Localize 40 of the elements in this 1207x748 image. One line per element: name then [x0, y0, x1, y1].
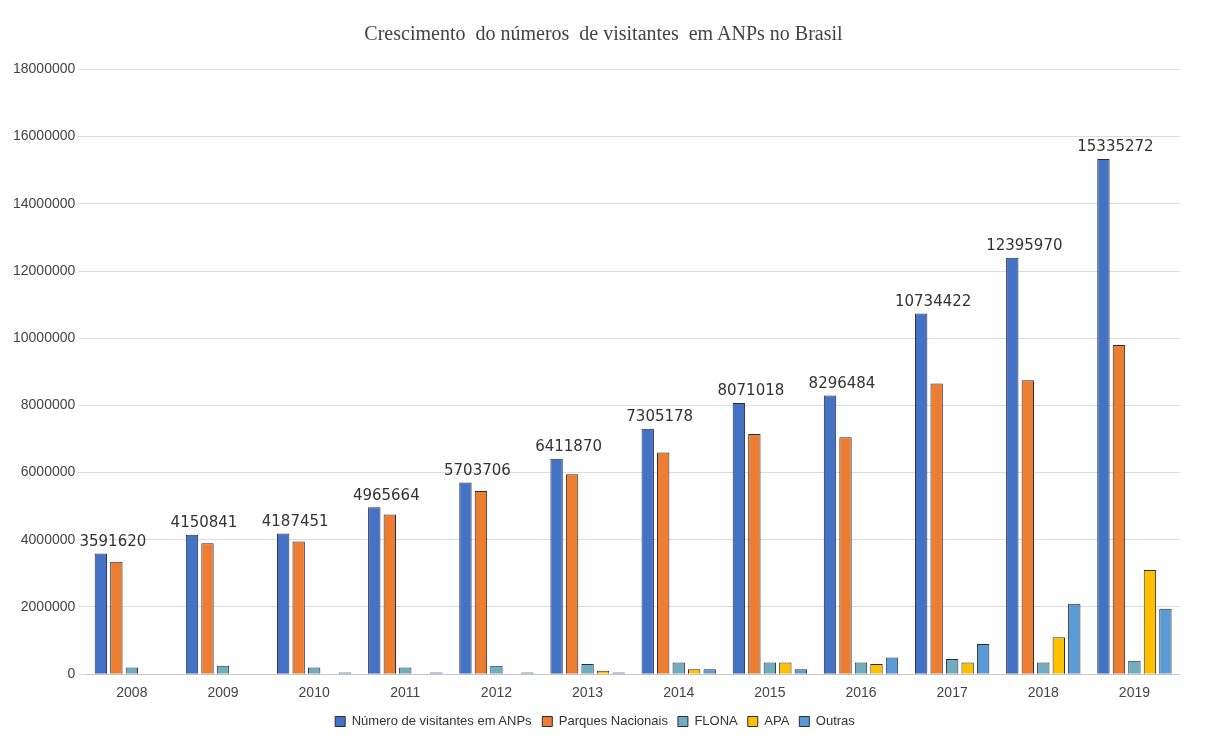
- x-tick-label: 2019: [1118, 684, 1151, 701]
- data-label: 6411870: [535, 437, 602, 456]
- data-label: 12395970: [986, 236, 1063, 255]
- data-label: 4187451: [261, 511, 329, 530]
- legend-label: APA: [764, 713, 790, 729]
- data-label: 15335272: [1077, 137, 1154, 156]
- x-tick-label: 2018: [1027, 684, 1060, 701]
- y-tick-label: 2000000: [20, 597, 76, 614]
- x-tick-label: 2017: [936, 684, 968, 701]
- y-tick-label: 16000000: [12, 127, 76, 144]
- data-label: 8296484: [808, 373, 876, 392]
- legend-label: Parques Nacionais: [558, 713, 669, 729]
- x-tick-label: 2016: [845, 684, 877, 701]
- y-tick-label: 18000000: [12, 60, 76, 77]
- data-label: 10734422: [894, 291, 972, 310]
- data-label: 4965664: [352, 485, 420, 504]
- x-tick-label: 2010: [298, 684, 330, 701]
- x-tick-label: 2011: [390, 684, 421, 701]
- legend-label: Número de visitantes em ANPs: [351, 713, 533, 729]
- x-tick-label: 2013: [572, 684, 604, 701]
- y-tick-label: 12000000: [12, 261, 76, 278]
- data-label: 8071018: [717, 381, 785, 400]
- x-tick-label: 2014: [663, 684, 695, 701]
- x-tick-label: 2015: [754, 684, 786, 701]
- y-tick-label: 0: [67, 665, 76, 682]
- data-label: 7305178: [626, 407, 694, 426]
- data-label: 4150841: [170, 513, 238, 532]
- y-tick-label: 4000000: [20, 530, 76, 547]
- chart-title: Crescimento do números de visitantes em ANPs no Brasil: [363, 22, 844, 45]
- x-tick-label: 2009: [207, 684, 239, 701]
- data-label: 3591620: [79, 531, 147, 550]
- data-label: 5703706: [444, 460, 511, 479]
- y-tick-label: 14000000: [12, 194, 76, 211]
- legend-label: FLONA: [694, 713, 739, 729]
- x-tick-label: 2012: [480, 684, 513, 701]
- y-tick-label: 8000000: [20, 396, 76, 413]
- x-tick-label: 2008: [116, 684, 148, 701]
- y-tick-label: 10000000: [12, 329, 76, 346]
- legend-label: Outras: [815, 713, 856, 729]
- y-tick-label: 6000000: [20, 463, 76, 480]
